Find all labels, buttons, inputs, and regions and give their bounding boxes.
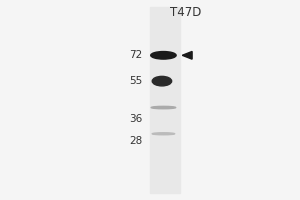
Text: 72: 72 — [129, 50, 142, 60]
Polygon shape — [182, 51, 192, 59]
Text: 36: 36 — [129, 114, 142, 124]
Ellipse shape — [152, 76, 172, 86]
Text: T47D: T47D — [170, 6, 202, 19]
Ellipse shape — [151, 52, 176, 59]
Ellipse shape — [151, 106, 176, 109]
Ellipse shape — [152, 133, 175, 135]
Text: 28: 28 — [129, 136, 142, 146]
Text: 55: 55 — [129, 76, 142, 86]
Bar — [150, 7, 180, 193]
